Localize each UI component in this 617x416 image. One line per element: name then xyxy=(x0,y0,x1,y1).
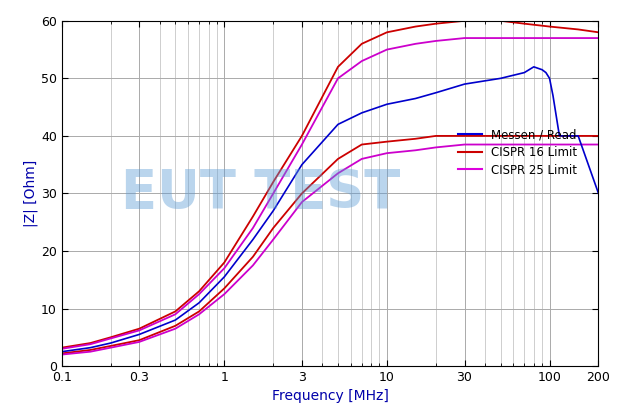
Legend: Messen / Read, CISPR 16 Limit, CISPR 25 Limit: Messen / Read, CISPR 16 Limit, CISPR 25 … xyxy=(453,124,582,181)
Y-axis label: |Z| [Ohm]: |Z| [Ohm] xyxy=(23,160,38,227)
Text: EUT TEST: EUT TEST xyxy=(121,167,400,220)
X-axis label: Frequency [MHz]: Frequency [MHz] xyxy=(271,389,389,404)
